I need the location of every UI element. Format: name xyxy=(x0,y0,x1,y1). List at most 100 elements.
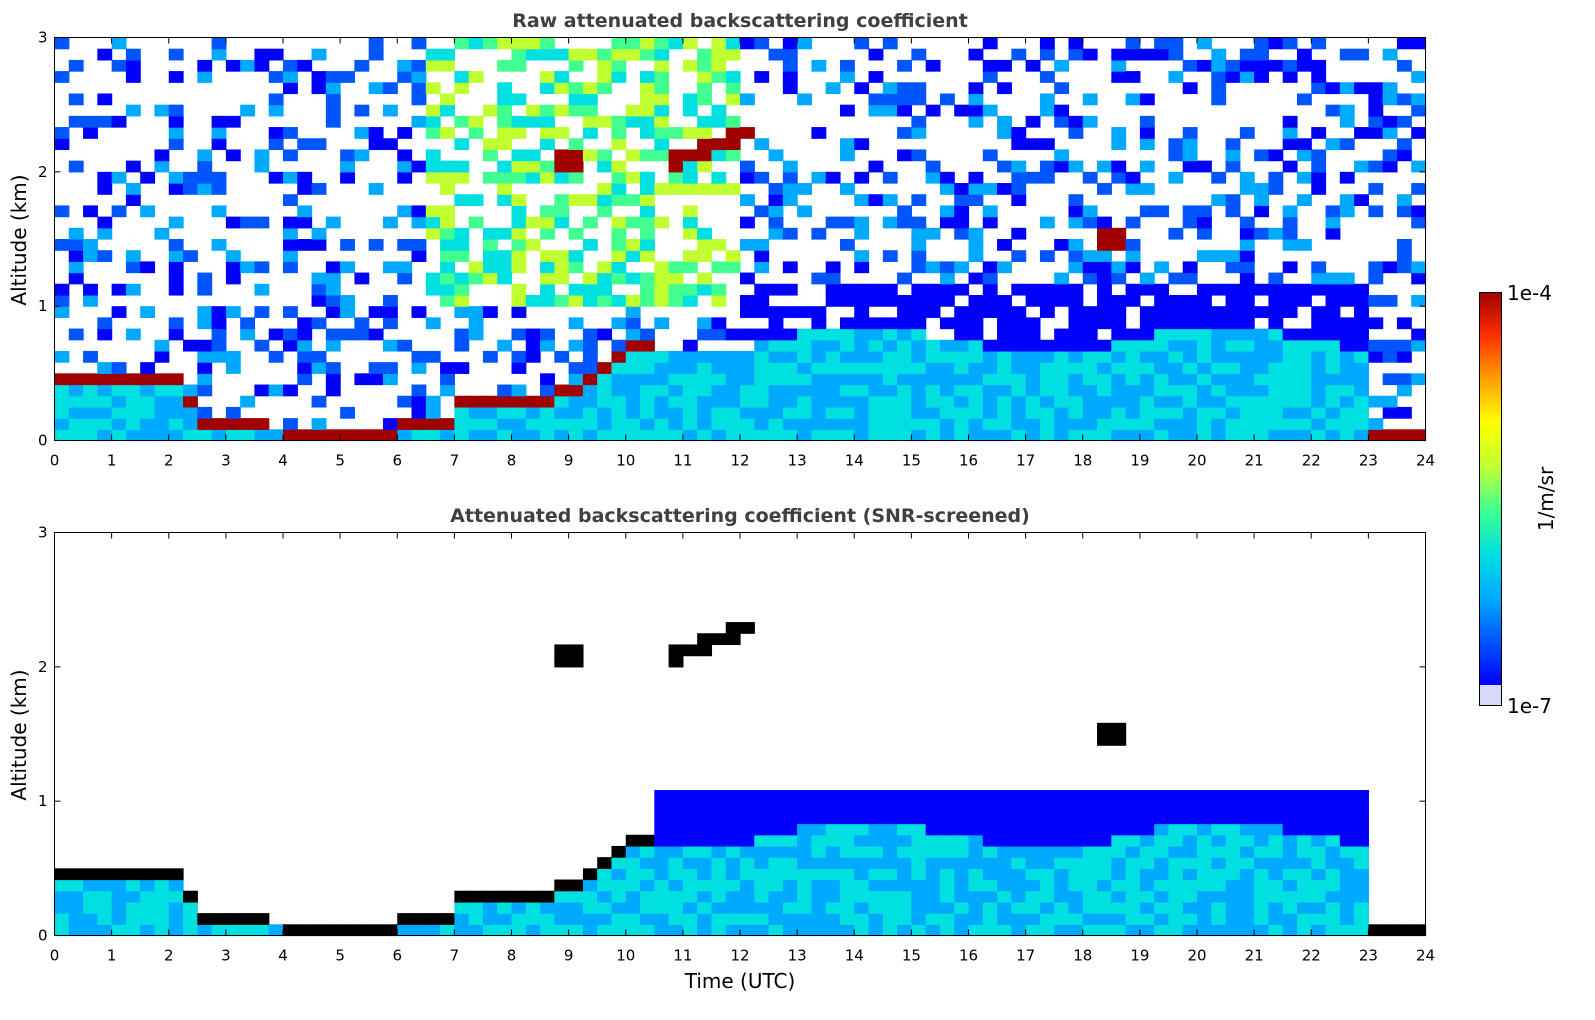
heatmap-cell xyxy=(1268,845,1284,858)
heatmap-cell xyxy=(1339,373,1355,386)
heatmap-cell xyxy=(568,171,584,184)
heatmap-cell xyxy=(1197,857,1212,869)
heatmap-cell xyxy=(1296,913,1312,925)
heatmap-cell xyxy=(1339,823,1355,836)
heatmap-cell xyxy=(954,429,970,442)
heatmap-cell xyxy=(640,216,655,229)
heatmap-cell xyxy=(782,384,798,397)
heatmap-cell xyxy=(740,384,755,397)
heatmap-cell xyxy=(625,115,641,128)
heatmap-cell xyxy=(697,845,713,858)
heatmap-cell xyxy=(582,48,598,61)
heatmap-cell xyxy=(997,823,1012,836)
heatmap-cell xyxy=(682,879,698,892)
heatmap-cell xyxy=(297,924,313,937)
heatmap-cell xyxy=(1011,812,1027,825)
heatmap-cell xyxy=(440,216,455,229)
heatmap-cell xyxy=(554,879,570,892)
heatmap-cell xyxy=(125,104,141,117)
heatmap-cell xyxy=(511,250,527,262)
heatmap-cell xyxy=(1154,350,1170,363)
heatmap-cell xyxy=(1311,395,1327,408)
heatmap-cell xyxy=(1268,418,1284,430)
heatmap-cell xyxy=(797,373,813,386)
heatmap-cell xyxy=(183,339,198,352)
heatmap-cell xyxy=(83,429,98,442)
heatmap-cell xyxy=(454,294,470,307)
heatmap-cell xyxy=(254,283,270,296)
heatmap-cell xyxy=(1339,272,1355,285)
heatmap-cell xyxy=(854,418,870,430)
heatmap-cell xyxy=(640,395,655,408)
heatmap-cell xyxy=(283,82,298,95)
heatmap-cell xyxy=(854,362,870,374)
heatmap-cell xyxy=(340,924,356,937)
heatmap-cell xyxy=(1354,418,1369,430)
heatmap-cell xyxy=(1125,845,1141,858)
heatmap-cell xyxy=(197,373,213,386)
heatmap-cell xyxy=(1139,857,1155,869)
heatmap-cell xyxy=(725,789,741,802)
heatmap-cell xyxy=(1197,801,1212,813)
heatmap-cell xyxy=(1125,250,1141,262)
heatmap-cell xyxy=(1168,924,1184,937)
heatmap-cell xyxy=(911,789,927,802)
heatmap-cell xyxy=(1311,160,1327,173)
heatmap-cell xyxy=(354,429,370,442)
heatmap-cell xyxy=(1082,801,1098,813)
heatmap-cell xyxy=(1282,71,1298,83)
heatmap-cell xyxy=(825,328,841,341)
heatmap-cell xyxy=(982,801,998,813)
heatmap-cell xyxy=(740,406,755,419)
heatmap-cell xyxy=(268,350,284,363)
y-tick-label: 1 xyxy=(38,792,48,810)
heatmap-cell xyxy=(1068,350,1084,363)
heatmap-cell xyxy=(882,924,898,937)
heatmap-cell xyxy=(1125,879,1141,892)
heatmap-cell xyxy=(854,395,870,408)
heatmap-cell xyxy=(911,194,927,207)
heatmap-cell xyxy=(1254,845,1270,858)
heatmap-cell xyxy=(1182,216,1198,229)
heatmap-cell xyxy=(1225,294,1241,307)
heatmap-cell xyxy=(654,834,670,847)
heatmap-cell xyxy=(140,306,156,318)
heatmap-cell xyxy=(311,71,327,83)
heatmap-cell xyxy=(797,362,813,374)
heatmap-cell xyxy=(1197,890,1212,903)
heatmap-cell xyxy=(925,104,941,117)
heatmap-cell xyxy=(868,879,884,892)
heatmap-cell xyxy=(1411,429,1427,442)
heatmap-cell xyxy=(1325,272,1341,285)
heatmap-cell xyxy=(811,339,827,352)
heatmap-cell xyxy=(1125,171,1141,184)
heatmap-cell xyxy=(1082,879,1098,892)
heatmap-cell xyxy=(939,801,955,813)
heatmap-cell xyxy=(1282,913,1298,925)
heatmap-cell xyxy=(168,250,184,262)
heatmap-cell xyxy=(154,160,170,173)
heatmap-cell xyxy=(425,127,441,139)
heatmap-cell xyxy=(1011,384,1027,397)
heatmap-cell xyxy=(1111,261,1127,274)
heatmap-cell xyxy=(1111,812,1127,825)
heatmap-cell xyxy=(868,406,884,419)
heatmap-cell xyxy=(982,306,998,318)
colorbar-frame xyxy=(1479,292,1502,706)
heatmap-cell xyxy=(782,429,798,442)
heatmap-cell xyxy=(325,216,341,229)
heatmap-cell xyxy=(540,890,555,903)
heatmap-cell xyxy=(782,227,798,240)
heatmap-cell xyxy=(825,801,841,813)
heatmap-cell xyxy=(1011,317,1027,330)
heatmap-cell xyxy=(1068,306,1084,318)
heatmap-cell xyxy=(468,272,484,285)
heatmap-cell xyxy=(825,823,841,836)
x-tick-label: 22 xyxy=(1302,452,1321,470)
heatmap-cell xyxy=(1382,149,1398,162)
heatmap-cell xyxy=(1139,317,1155,330)
x-tick-label: 4 xyxy=(278,947,288,965)
heatmap-cell xyxy=(1125,789,1141,802)
heatmap-cell xyxy=(1125,801,1141,813)
heatmap-cell xyxy=(939,350,955,363)
